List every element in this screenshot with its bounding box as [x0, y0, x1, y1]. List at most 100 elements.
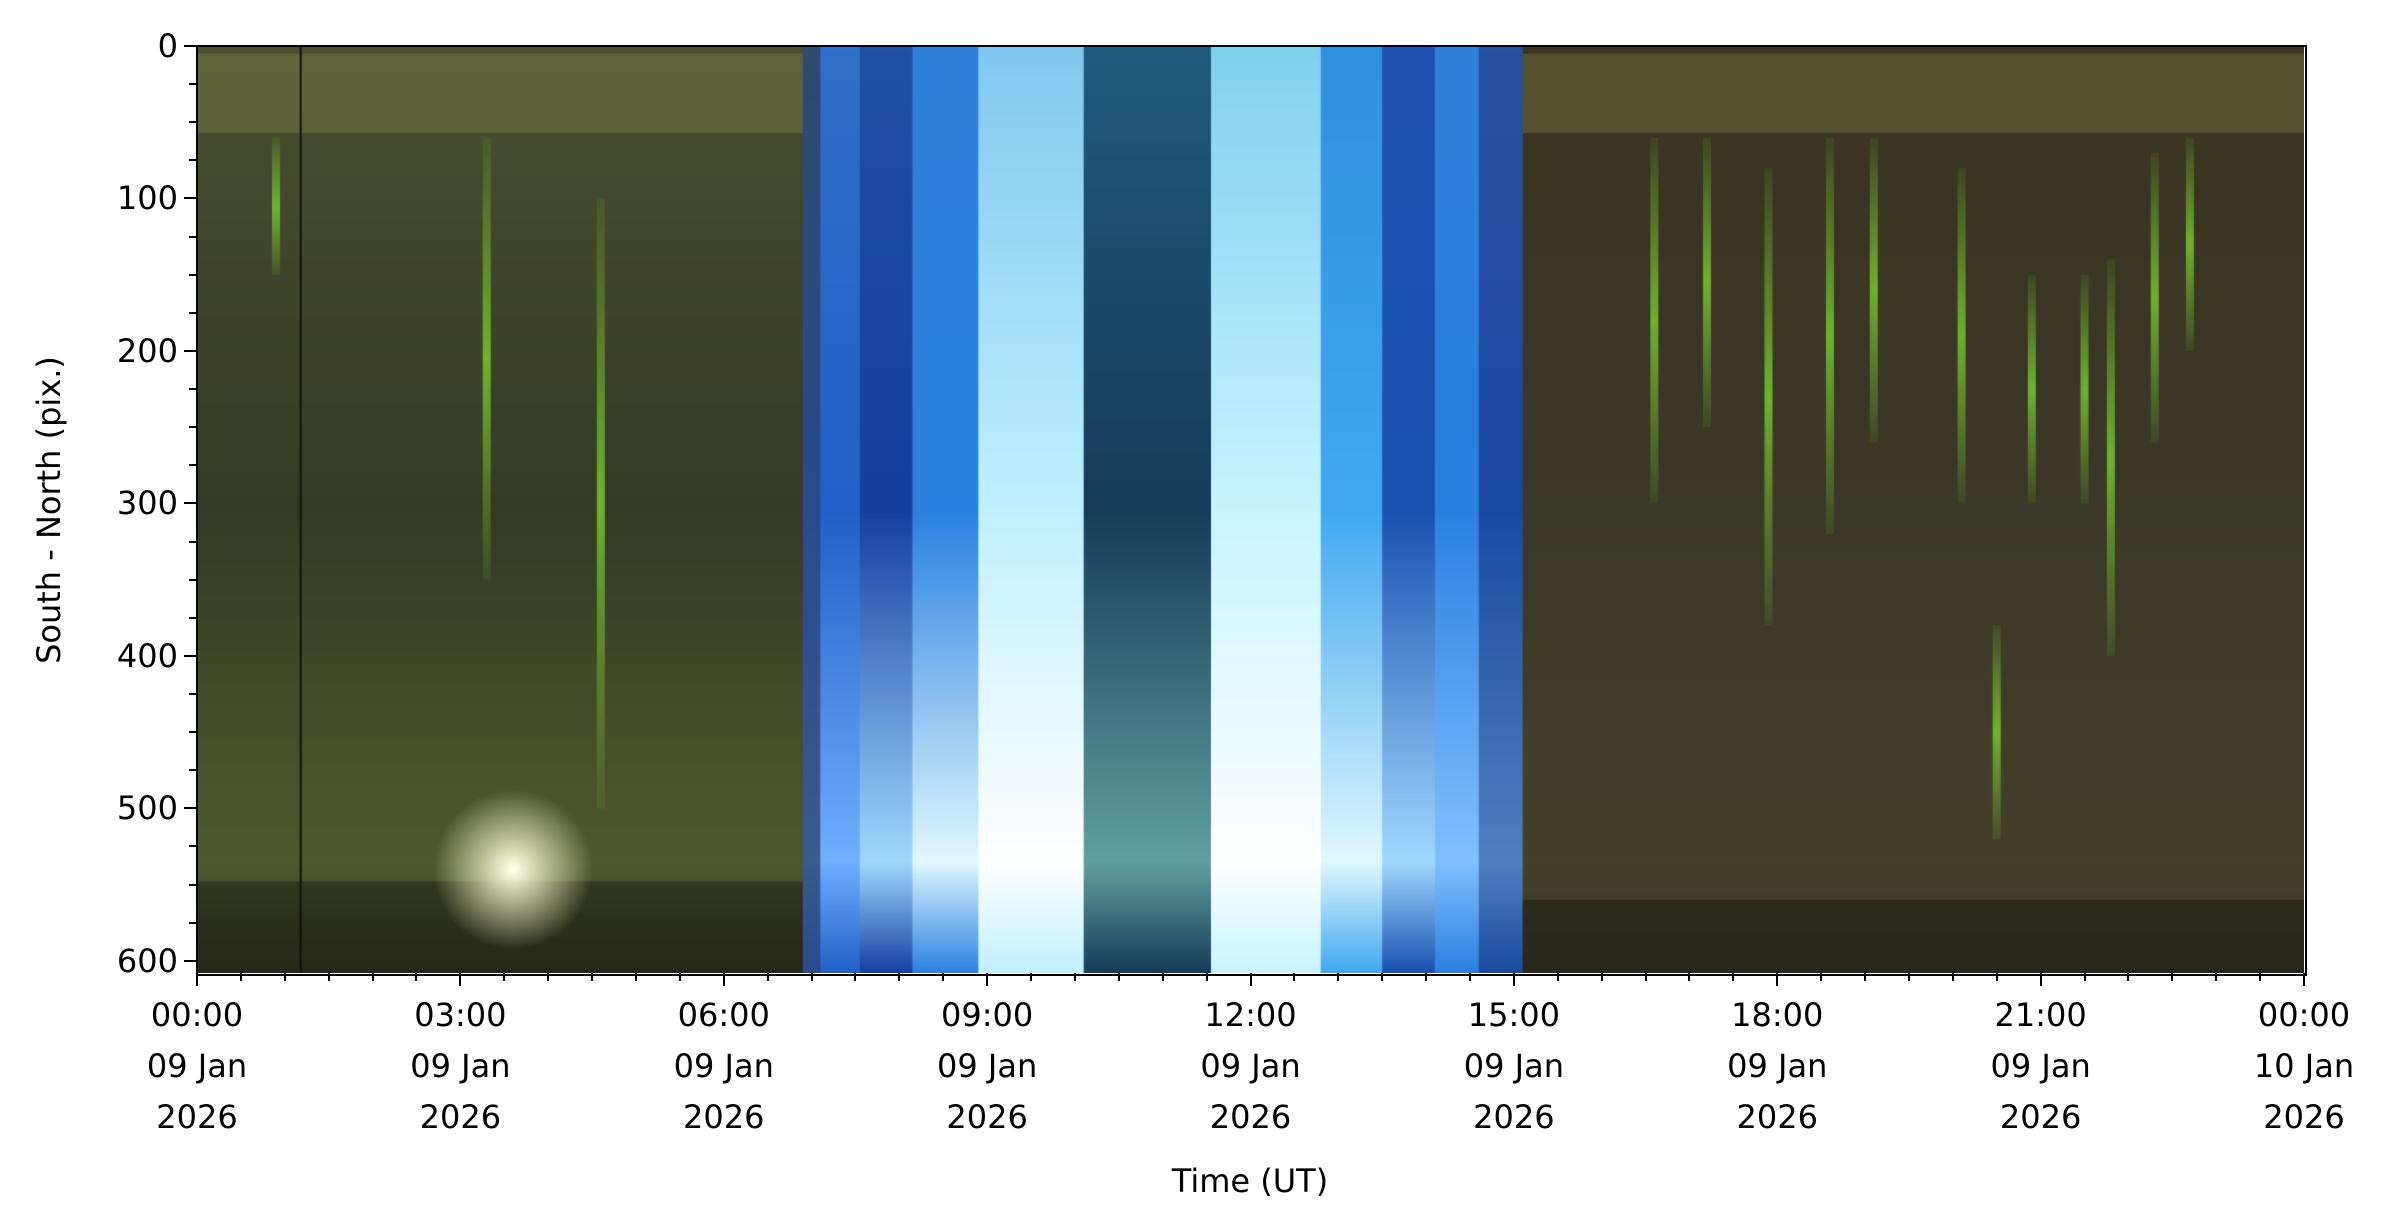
x-major-tick	[1249, 973, 1252, 986]
x-minor-tick	[2171, 973, 2174, 981]
x-tick-label: 15:00 09 Jan 2026	[1414, 990, 1614, 1143]
y-minor-tick	[189, 388, 197, 391]
x-tick-time: 03:00	[414, 996, 507, 1034]
y-tick-label: 500	[116, 789, 178, 828]
x-tick-date: 09 Jan	[410, 1047, 511, 1085]
x-minor-tick	[1337, 973, 1340, 981]
x-minor-tick	[239, 973, 242, 981]
x-tick-date: 09 Jan	[1727, 1047, 1828, 1085]
x-tick-year: 2026	[1473, 1098, 1555, 1136]
x-tick-label: 00:00 09 Jan 2026	[97, 990, 297, 1143]
x-tick-time: 06:00	[677, 996, 770, 1034]
x-tick-time: 21:00	[1994, 996, 2087, 1034]
y-minor-tick	[189, 769, 197, 772]
x-tick-label: 12:00 09 Jan 2026	[1151, 990, 1351, 1143]
x-minor-tick	[2083, 973, 2086, 981]
x-minor-tick	[547, 973, 550, 981]
x-minor-tick	[1205, 973, 1208, 981]
x-tick-label: 00:00 10 Jan 2026	[2204, 990, 2385, 1143]
x-minor-tick	[942, 973, 945, 981]
y-major-tick	[184, 349, 197, 352]
x-minor-tick	[1864, 973, 1867, 981]
y-minor-tick	[189, 83, 197, 86]
x-tick-date: 09 Jan	[937, 1047, 1038, 1085]
x-minor-tick	[1820, 973, 1823, 981]
x-tick-label: 09:00 09 Jan 2026	[887, 990, 1087, 1143]
x-minor-tick	[283, 973, 286, 981]
y-major-tick	[184, 502, 197, 505]
x-minor-tick	[634, 973, 637, 981]
x-tick-label: 06:00 09 Jan 2026	[624, 990, 824, 1143]
x-tick-label: 21:00 09 Jan 2026	[1941, 990, 2141, 1143]
y-minor-tick	[189, 845, 197, 848]
x-tick-year: 2026	[946, 1098, 1028, 1136]
x-minor-tick	[1688, 973, 1691, 981]
x-minor-tick	[503, 973, 506, 981]
x-minor-tick	[678, 973, 681, 981]
x-minor-tick	[371, 973, 374, 981]
x-tick-time: 09:00	[941, 996, 1034, 1034]
x-major-tick	[2039, 973, 2042, 986]
x-minor-tick	[854, 973, 857, 981]
x-minor-tick	[1117, 973, 1120, 981]
y-minor-tick	[189, 883, 197, 886]
y-minor-tick	[189, 578, 197, 581]
x-major-tick	[196, 973, 198, 986]
x-tick-date: 09 Jan	[1200, 1047, 1301, 1085]
x-minor-tick	[2259, 973, 2262, 981]
x-tick-time: 00:00	[150, 996, 244, 1034]
x-minor-tick	[1995, 973, 1998, 981]
x-minor-tick	[898, 973, 901, 981]
y-minor-tick	[189, 464, 197, 467]
y-major-tick	[184, 959, 197, 962]
x-tick-year: 2026	[156, 1098, 238, 1136]
x-minor-tick	[1468, 973, 1471, 981]
y-tick-label: 200	[116, 331, 178, 370]
x-major-tick	[986, 973, 989, 986]
y-minor-tick	[189, 426, 197, 429]
y-minor-tick	[189, 273, 197, 276]
y-major-tick	[184, 807, 197, 810]
x-minor-tick	[1644, 973, 1647, 981]
x-minor-tick	[2127, 973, 2130, 981]
y-minor-tick	[189, 121, 197, 124]
y-minor-tick	[189, 731, 197, 734]
y-major-tick	[184, 654, 197, 657]
x-minor-tick	[1073, 973, 1076, 981]
y-tick-label: 300	[116, 484, 178, 523]
x-tick-date: 10 Jan	[2253, 1047, 2355, 1085]
x-minor-tick	[1732, 973, 1735, 981]
y-minor-tick	[189, 311, 197, 314]
x-minor-tick	[1907, 973, 1910, 981]
x-major-tick	[459, 973, 462, 986]
x-major-tick	[722, 973, 725, 986]
x-minor-tick	[415, 973, 418, 981]
y-major-tick	[184, 197, 197, 200]
x-minor-tick	[1951, 973, 1954, 981]
y-minor-tick	[189, 616, 197, 619]
x-minor-tick	[1381, 973, 1384, 981]
x-major-tick	[1776, 973, 1779, 986]
y-major-tick	[184, 45, 197, 47]
x-tick-date: 09 Jan	[1463, 1047, 1564, 1085]
x-tick-year: 2026	[2263, 1098, 2345, 1136]
x-minor-tick	[1425, 973, 1428, 981]
x-minor-tick	[2215, 973, 2218, 981]
x-major-tick	[2303, 973, 2305, 986]
x-tick-time: 12:00	[1204, 996, 1297, 1034]
y-tick-label: 100	[116, 179, 178, 218]
x-tick-date: 09 Jan	[146, 1047, 248, 1085]
y-minor-tick	[189, 692, 197, 695]
keogram-plot-area	[197, 46, 2304, 973]
x-minor-tick	[1556, 973, 1559, 981]
y-minor-tick	[189, 540, 197, 543]
x-minor-tick	[1293, 973, 1296, 981]
x-tick-time: 18:00	[1731, 996, 1824, 1034]
x-tick-time: 00:00	[2257, 996, 2351, 1034]
y-tick-label: 600	[116, 941, 178, 980]
y-minor-tick	[189, 159, 197, 162]
keogram-image	[197, 46, 2304, 973]
x-tick-year: 2026	[1209, 1098, 1292, 1136]
x-tick-label: 03:00 09 Jan 2026	[360, 990, 560, 1143]
x-tick-year: 2026	[419, 1098, 502, 1136]
